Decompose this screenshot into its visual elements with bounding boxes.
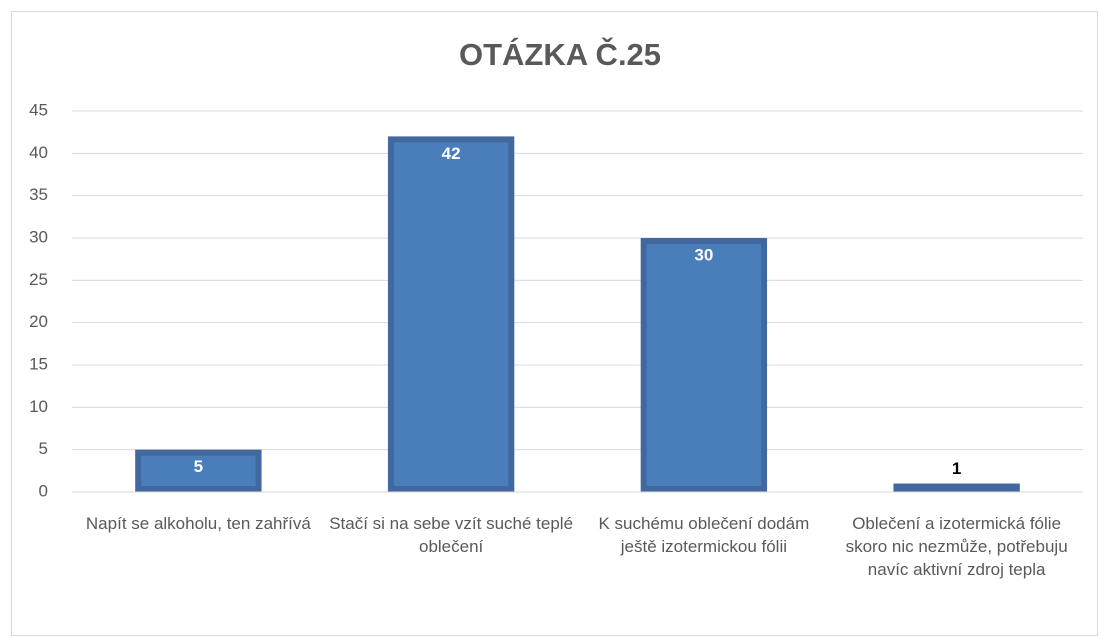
data-label: 42 (442, 144, 461, 163)
x-tick-label: Stačí si na sebe vzít suché teplé obleče… (329, 514, 574, 556)
y-tick-label: 20 (29, 312, 48, 331)
y-tick-label: 15 (29, 354, 48, 373)
bar (640, 238, 768, 492)
y-tick-label: 45 (29, 100, 48, 119)
y-tick-label: 5 (39, 439, 48, 458)
bar (387, 136, 515, 492)
y-tick-label: 35 (29, 185, 48, 204)
x-tick-label: Oblečení a izotermická fólie skoro nic n… (845, 514, 1068, 579)
x-tick-label: Napít se alkoholu, ten zahřívá (85, 514, 311, 533)
y-tick-label: 0 (39, 481, 48, 500)
chart-title: OTÁZKA Č.25 (459, 36, 661, 72)
y-tick-label: 40 (29, 143, 48, 162)
y-tick-label: 30 (29, 227, 48, 246)
y-tick-label: 25 (29, 270, 48, 289)
data-label: 1 (952, 459, 961, 478)
data-label: 5 (194, 457, 203, 476)
x-tick-label: K suchému oblečení dodám ještě izotermic… (598, 514, 810, 556)
data-label: 30 (694, 245, 713, 264)
y-tick-label: 10 (29, 397, 48, 416)
chart-border (11, 11, 1098, 636)
bar (135, 449, 262, 492)
bar (893, 483, 1020, 492)
